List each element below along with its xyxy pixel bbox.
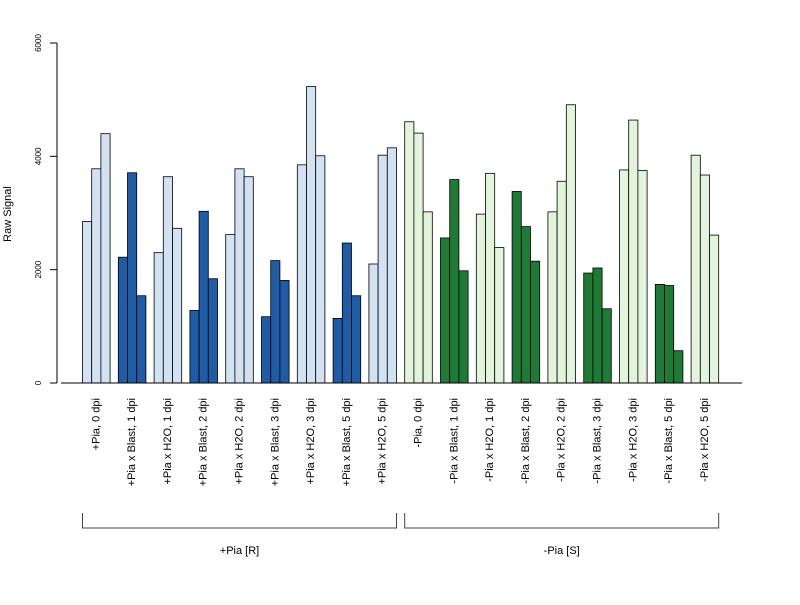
bar [261,316,272,384]
bar [440,237,451,384]
bar [296,164,307,384]
bar [709,234,720,384]
bar [117,256,128,384]
bar [494,247,505,384]
bar [485,172,496,384]
x-category-label: -Pia x H2O, 2 dpi [556,398,568,482]
bar [530,260,541,384]
bar [136,295,147,384]
bar [351,295,362,384]
bar [475,213,486,384]
bar [547,211,558,384]
y-axis: 0 2000 4000 6000 [34,34,58,385]
x-category-label: +Pia x H2O, 1 dpi [162,398,174,485]
bar [699,174,710,384]
x-category-label: +Pia x H2O, 5 dpi [377,398,389,485]
bar [628,119,639,384]
bar [583,272,594,384]
bar [368,263,379,384]
bar [189,310,200,384]
group-bracket [404,513,720,529]
x-category-label: -Pia x Blast, 1 dpi [448,398,460,484]
bar [198,210,209,384]
bar [386,147,397,384]
x-category-label: +Pia x H2O, 2 dpi [234,398,246,485]
bar [127,172,138,384]
bar [315,155,326,384]
bar [673,350,684,384]
bar [82,221,93,384]
y-tick-label: 2000 [34,260,43,278]
bar [690,154,701,384]
y-tick-label: 0 [34,380,43,385]
bar [332,317,343,384]
x-category-label: +Pia x Blast, 1 dpi [126,398,138,486]
x-category-label: -Pia x Blast, 3 dpi [592,398,604,484]
x-category-label: +Pia x Blast, 3 dpi [269,398,281,486]
bars-layer [82,86,720,384]
group-brackets: +Pia [R] -Pia [S] [82,513,720,557]
bar [565,104,576,384]
bar [511,191,522,384]
bar [341,242,352,384]
bar [153,252,164,384]
bar [556,180,567,384]
x-category-label: -Pia x H2O, 3 dpi [627,398,639,482]
bar [207,278,218,384]
x-category-label: +Pia x H2O, 3 dpi [305,398,317,485]
bar [91,168,102,384]
bar [413,132,424,384]
category-labels: +Pia, 0 dpi +Pia x Blast, 1 dpi +Pia x H2O… [90,398,711,486]
y-tick-label: 6000 [34,34,43,52]
bar [458,270,469,384]
x-category-label: -Pia, 0 dpi [413,398,425,448]
bar [449,179,460,384]
bar [520,226,531,384]
bar [243,176,254,384]
bar [100,133,111,384]
group-label: +Pia [R] [220,545,259,557]
group-bracket [82,513,397,529]
bar [279,280,290,384]
x-category-label: -Pia x H2O, 5 dpi [699,398,711,482]
bar [619,169,630,384]
x-category-label: -Pia x Blast, 2 dpi [520,398,532,484]
bar [162,176,173,384]
bar [601,308,612,384]
bar [664,285,675,384]
x-category-label: -Pia x Blast, 5 dpi [663,398,675,484]
bar [637,170,648,384]
bar [270,260,281,384]
bar [422,211,433,384]
bar [377,154,388,384]
bar [306,86,317,384]
x-category-label: +Pia x Blast, 5 dpi [341,398,353,486]
bar [172,227,183,384]
bar [404,121,415,384]
x-category-label: -Pia x H2O, 1 dpi [484,398,496,482]
bar [225,234,236,384]
bar [654,283,665,384]
bar [234,168,245,384]
group-label: -Pia [S] [544,545,580,557]
x-category-label: +Pia x Blast, 2 dpi [198,398,210,486]
y-tick-label: 4000 [34,147,43,165]
y-axis-title: Raw Signal [2,186,14,242]
bar [592,267,603,384]
x-category-label: +Pia, 0 dpi [90,398,102,450]
